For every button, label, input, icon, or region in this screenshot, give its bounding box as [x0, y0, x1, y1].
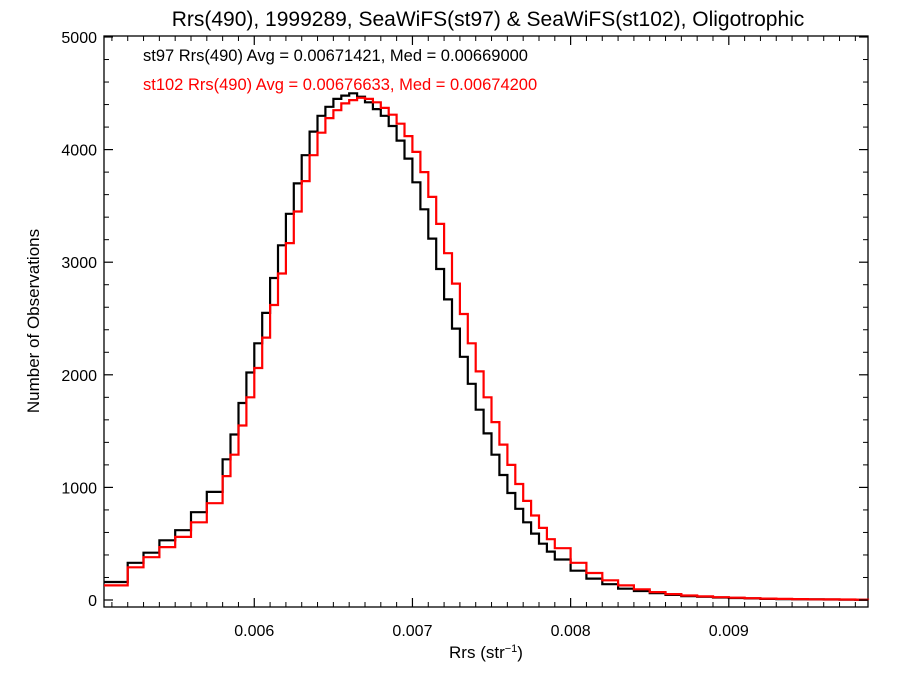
legend-annotations: st97 Rrs(490) Avg = 0.00671421, Med = 0.…	[143, 47, 537, 94]
annotation-text-1: st97 Rrs(490) Avg = 0.00671421, Med = 0.…	[143, 47, 528, 65]
x-axis-label: Rrs (str−1)	[449, 643, 523, 662]
series-line-st102	[104, 96, 870, 601]
series-line-st97	[104, 92, 868, 601]
x-axis-label-main: Rrs (str	[449, 643, 505, 662]
y-tick-label: 4000	[61, 143, 97, 160]
series-layer	[104, 92, 870, 601]
x-tick-label: 0.006	[234, 623, 274, 640]
y-tick-label: 0	[88, 593, 97, 610]
x-axis-label-exponent: −1	[505, 643, 518, 655]
x-tick-label: 0.009	[709, 623, 749, 640]
y-tick-label: 3000	[61, 255, 97, 272]
x-tick-label: 0.007	[392, 623, 432, 640]
x-tick-label: 0.008	[551, 623, 591, 640]
annotation-text-2: st102 Rrs(490) Avg = 0.00676633, Med = 0…	[143, 76, 537, 94]
plot-frame	[103, 35, 869, 608]
y-tick-label: 2000	[61, 368, 97, 385]
chart-title: Rrs(490), 1999289, SeaWiFS(st97) & SeaWi…	[172, 8, 805, 31]
plot-axes	[103, 35, 869, 608]
y-axis-label: Number of Observations	[24, 229, 43, 413]
y-tick-label: 5000	[61, 30, 97, 47]
y-tick-label: 1000	[61, 480, 97, 497]
x-axis-label-close: )	[517, 643, 523, 662]
axis-ticks: 0.006 0.007 0.008 0.009 0 1000 2000 3000 4000 500…	[61, 30, 868, 640]
